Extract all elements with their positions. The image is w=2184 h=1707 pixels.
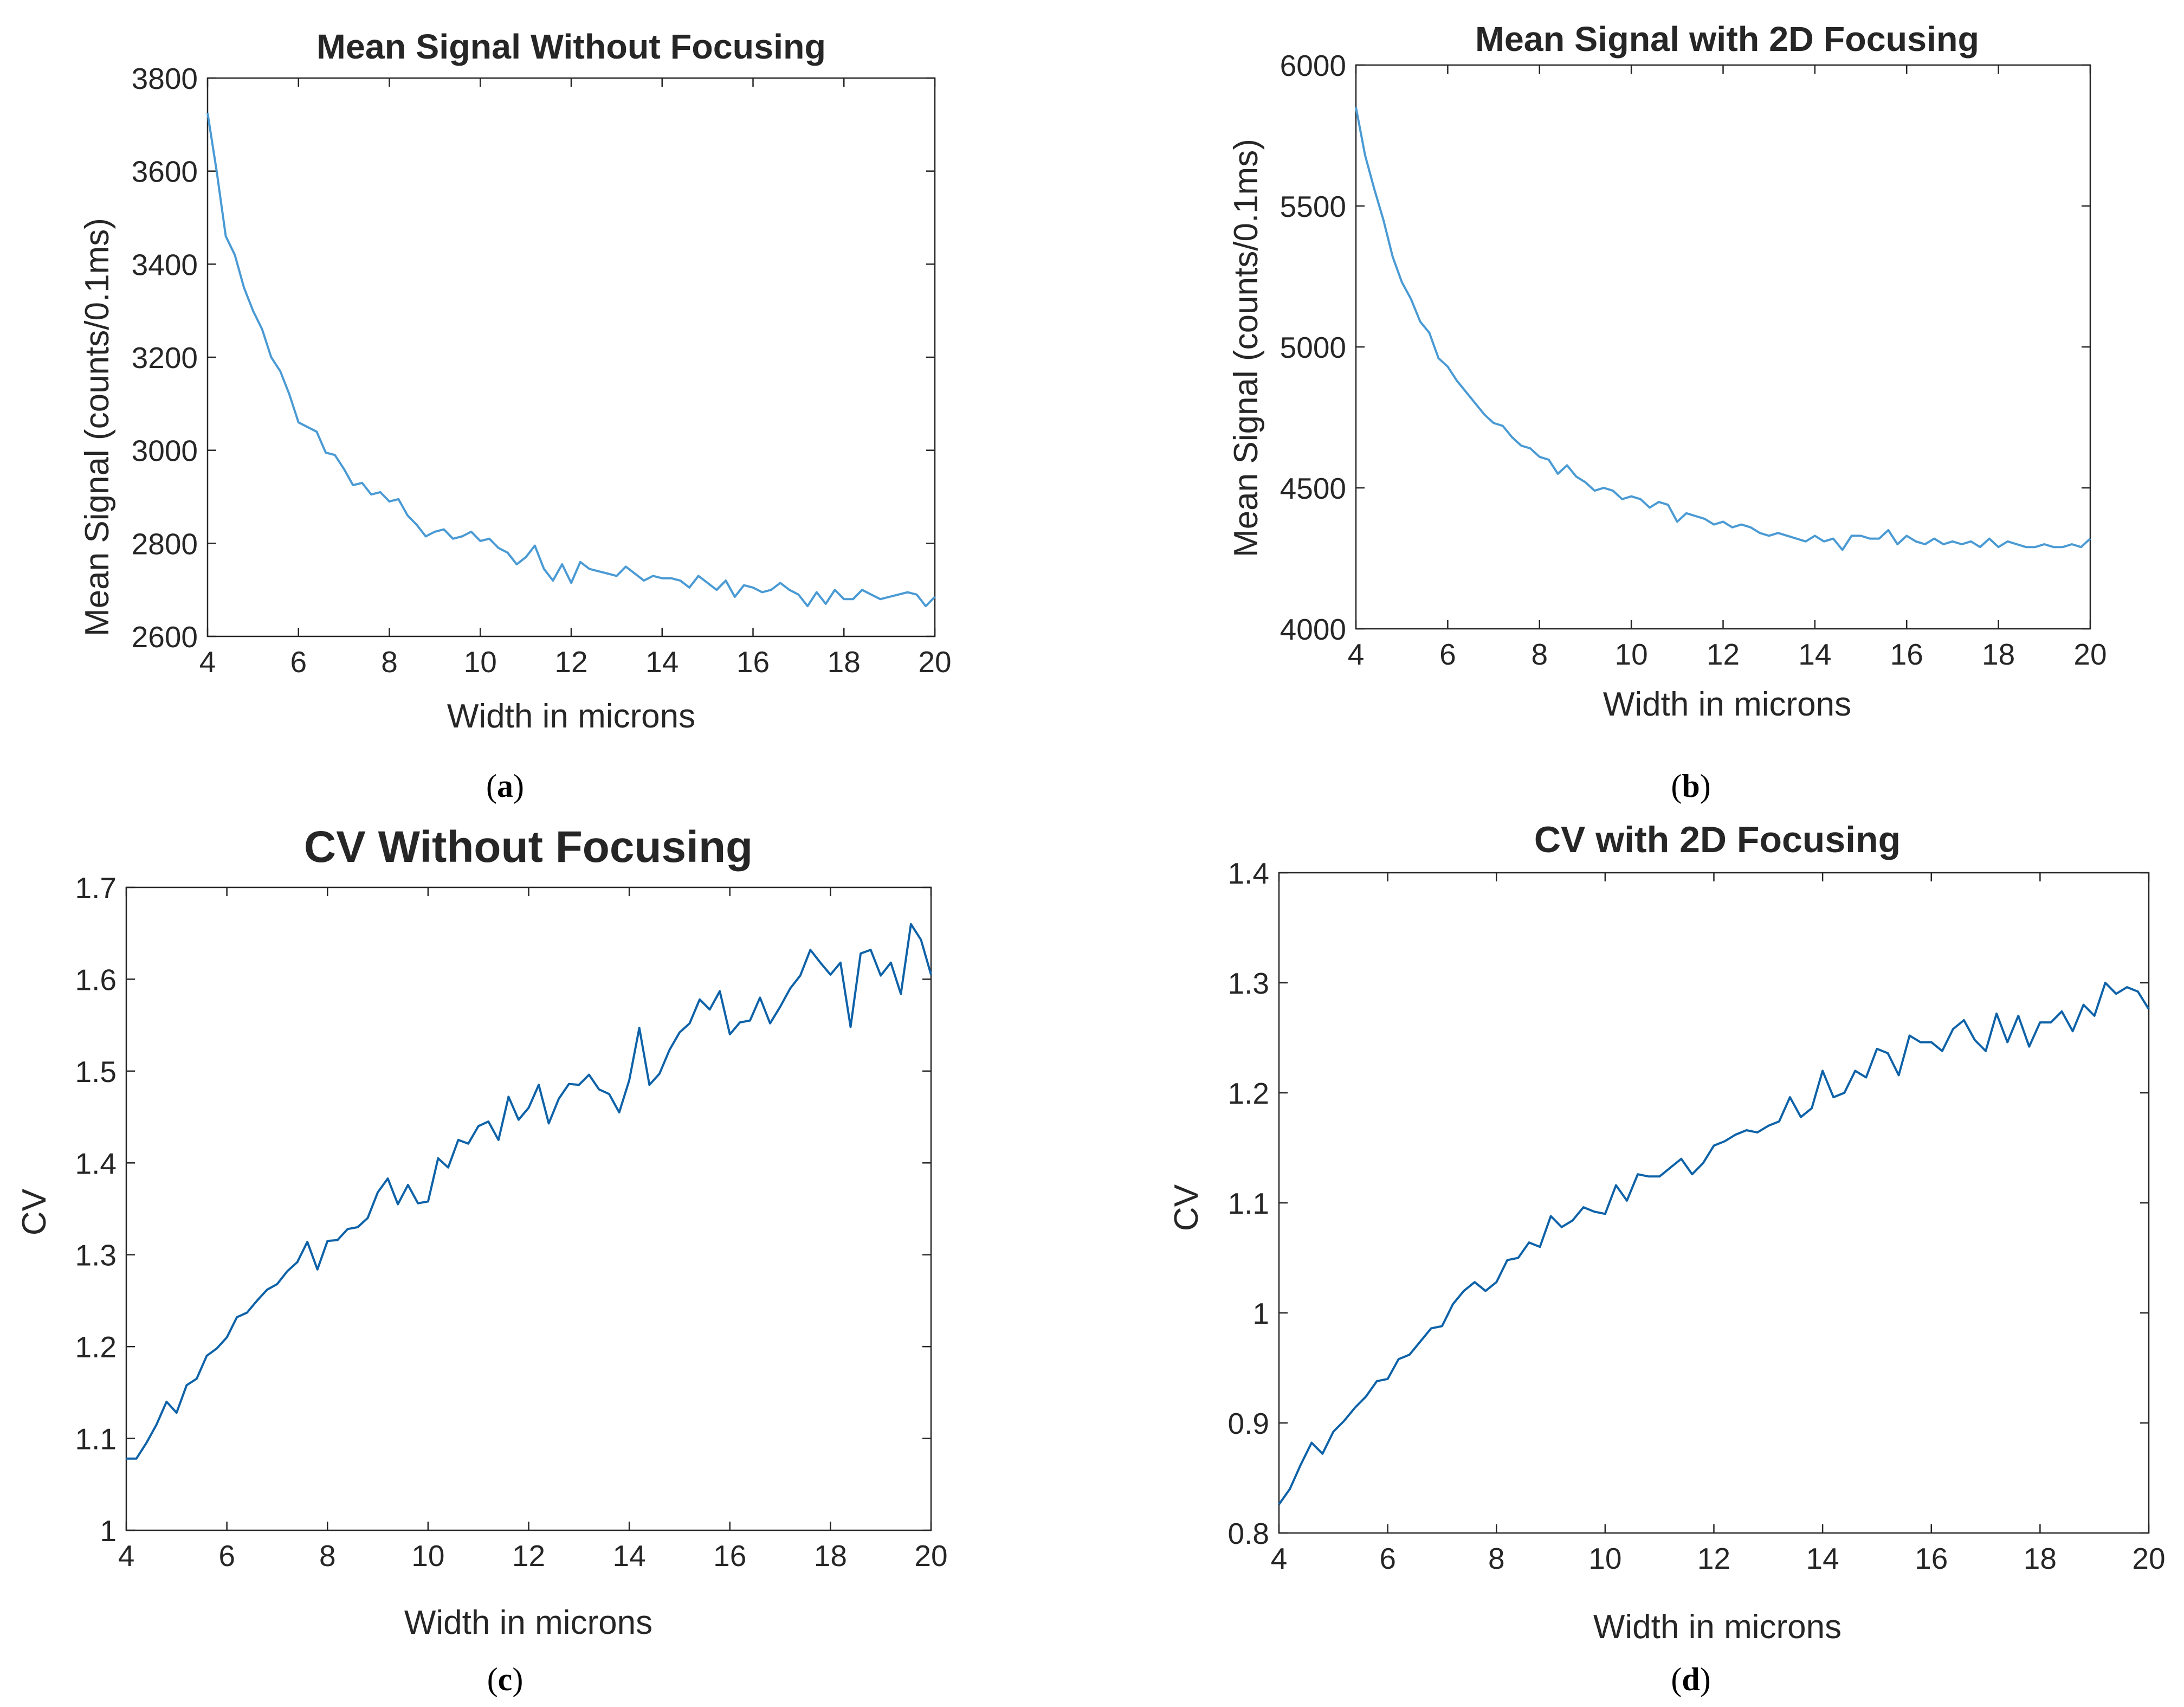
chart-b-ylabel: Mean Signal (counts/0.1ms) (1227, 139, 1265, 557)
panel-d: CV with 2D Focusing 4 6 8 10 12 14 16 18 20 0.8 0.… (1168, 819, 2166, 1697)
chart-a-ytick-label: 3400 (132, 248, 198, 281)
chart-a-plot: 4 6 8 10 12 14 16 18 20 2600 2800 3000 3200 3400 3600 3… (132, 62, 952, 679)
chart-a-axes-box (206, 77, 936, 637)
chart-b-xlabel: Width in microns (1603, 686, 1851, 723)
chart-d-xtick-label: 12 (1697, 1542, 1730, 1575)
chart-b-xtick-label: 18 (1982, 637, 2015, 671)
chart-c-xtick-label: 12 (512, 1539, 545, 1573)
chart-d-ytick-label: 1.3 (1228, 967, 1269, 1000)
chart-d-series-line (1278, 982, 2150, 1505)
caption-d: (d) (1671, 1661, 1710, 1697)
caption-c: (c) (487, 1661, 524, 1697)
panel-a: Mean Signal Without Focusing 4 6 8 10 12 14 16… (79, 27, 952, 804)
chart-b-ytick-label: 4000 (1280, 613, 1346, 646)
caption-a: (a) (486, 768, 524, 804)
panel-c: CV Without Focusing 4 6 8 10 12 14 16 18 20 1 1.1 1… (16, 822, 948, 1697)
chart-d-ylabel: CV (1168, 1184, 1205, 1231)
chart-a-ytick-label: 3800 (132, 62, 198, 95)
chart-a-xtick-label: 14 (645, 645, 679, 679)
chart-b-axes-box (1355, 64, 2091, 630)
chart-a-ylabel: Mean Signal (counts/0.1ms) (79, 218, 116, 636)
chart-d-xtick-label: 16 (1915, 1542, 1948, 1575)
chart-c-ytick-label: 1.3 (75, 1239, 117, 1272)
chart-d-xtick-label: 18 (2024, 1542, 2057, 1575)
chart-a-title: Mean Signal Without Focusing (316, 27, 826, 66)
chart-c-xtick-label: 4 (118, 1539, 135, 1573)
chart-c-xtick-label: 20 (914, 1539, 947, 1573)
chart-a-xtick-label: 8 (381, 645, 398, 679)
chart-d-axes-box (1278, 872, 2150, 1534)
chart-b-xtick-label: 14 (1798, 637, 1831, 671)
chart-a-xtick-label: 18 (828, 645, 861, 679)
chart-c-xlabel: Width in microns (404, 1604, 652, 1641)
panel-b: Mean Signal with 2D Focusing 4 6 8 10 12 14 16… (1227, 20, 2107, 804)
chart-a-series-line (206, 113, 936, 608)
chart-a-xtick-label: 4 (199, 645, 216, 679)
chart-c-ytick-label: 1.7 (75, 871, 117, 905)
chart-c-ylabel: CV (16, 1188, 53, 1235)
chart-b-ytick-label: 5500 (1280, 190, 1346, 223)
chart-b-xtick-label: 10 (1615, 637, 1648, 671)
chart-d-ytick-label: 1.2 (1228, 1077, 1269, 1110)
chart-b-ytick-label: 5000 (1280, 331, 1346, 364)
chart-b-title: Mean Signal with 2D Focusing (1475, 20, 1979, 59)
chart-a-ytick-label: 3200 (132, 341, 198, 375)
chart-b-xtick-label: 20 (2073, 637, 2107, 671)
chart-b-ytick-label: 6000 (1280, 49, 1346, 82)
chart-b-xtick-label: 16 (1890, 637, 1923, 671)
chart-c-plot: 4 6 8 10 12 14 16 18 20 1 1.1 1.2 1.3 1.4 1.5 1.6 1.7 (75, 871, 948, 1573)
chart-c-xtick-label: 10 (411, 1539, 444, 1573)
chart-d-ytick-label: 0.8 (1228, 1517, 1269, 1550)
chart-d-xtick-label: 14 (1806, 1542, 1839, 1575)
chart-a-xtick-label: 16 (736, 645, 770, 679)
chart-d-xlabel: Width in microns (1593, 1608, 1841, 1646)
chart-b-xtick-label: 8 (1531, 637, 1548, 671)
chart-b-xtick-label: 6 (1439, 637, 1456, 671)
chart-a-ytick-label: 3600 (132, 155, 198, 189)
caption-b: (b) (1671, 768, 1710, 804)
chart-d-ytick-label: 0.9 (1228, 1407, 1269, 1440)
chart-d-xtick-label: 20 (2132, 1542, 2165, 1575)
chart-a-xtick-label: 10 (464, 645, 497, 679)
chart-c-series-line (126, 923, 932, 1460)
chart-b-ytick-label: 4500 (1280, 472, 1346, 505)
chart-b-xtick-label: 4 (1348, 637, 1365, 671)
chart-a-xtick-label: 20 (918, 645, 951, 679)
chart-a-ytick-label: 3000 (132, 434, 198, 468)
chart-c-title: CV Without Focusing (304, 822, 753, 872)
chart-c-axes-box (125, 886, 932, 1531)
chart-c-xtick-label: 14 (613, 1539, 646, 1573)
chart-a-xlabel: Width in microns (447, 698, 695, 735)
chart-c-ytick-label: 1.6 (75, 963, 117, 996)
chart-d-xtick-label: 6 (1379, 1542, 1396, 1575)
chart-c-xtick-label: 18 (814, 1539, 847, 1573)
chart-c-ytick-label: 1.5 (75, 1055, 117, 1088)
chart-d-ytick-label: 1.1 (1228, 1187, 1269, 1220)
chart-d-xtick-label: 4 (1271, 1542, 1288, 1575)
chart-c-xtick-label: 6 (218, 1539, 235, 1573)
chart-d-ytick-label: 1.4 (1228, 856, 1269, 890)
chart-b-plot: 4 6 8 10 12 14 16 18 20 4000 4500 5000 5500 6000 (1280, 49, 2107, 671)
chart-d-xtick-label: 10 (1588, 1542, 1621, 1575)
chart-b-xtick-label: 12 (1707, 637, 1740, 671)
chart-a-xtick-label: 12 (554, 645, 587, 679)
chart-a-ytick-label: 2600 (132, 620, 198, 654)
chart-d-title: CV with 2D Focusing (1534, 819, 1901, 860)
chart-c-xtick-label: 8 (319, 1539, 336, 1573)
chart-d-plot: 4 6 8 10 12 14 16 18 20 0.8 0.9 1 1.1 1.2 1.3 1.4 (1228, 856, 2166, 1575)
chart-c-xtick-label: 16 (713, 1539, 746, 1573)
chart-c-ytick-label: 1.4 (75, 1146, 117, 1180)
chart-c-ytick-label: 1.2 (75, 1330, 117, 1364)
chart-b-series-line (1355, 107, 2091, 551)
chart-d-ytick-label: 1 (1252, 1297, 1269, 1330)
chart-a-xtick-label: 6 (290, 645, 307, 679)
chart-a-ytick-label: 2800 (132, 527, 198, 561)
chart-c-ytick-label: 1.1 (75, 1422, 117, 1456)
chart-d-xtick-label: 8 (1488, 1542, 1505, 1575)
chart-c-ytick-label: 1 (100, 1514, 117, 1548)
